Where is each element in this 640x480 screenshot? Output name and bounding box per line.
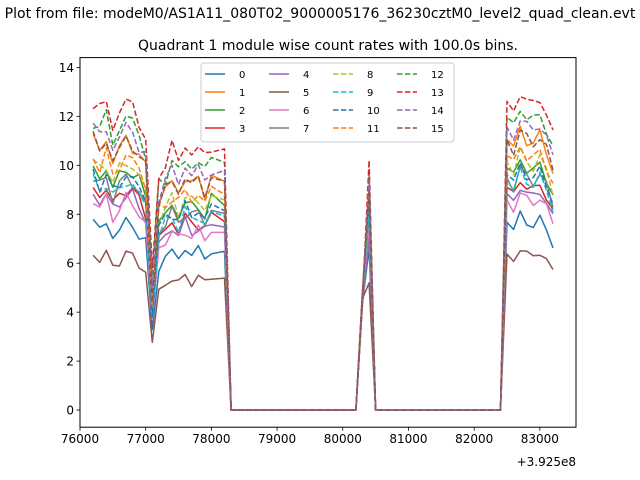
y-tick-label: 12 (59, 110, 74, 124)
series-line-11 (92, 145, 554, 411)
legend-label-2: 2 (239, 106, 245, 117)
x-tick-label: 76000 (61, 432, 99, 446)
chart-title: Quadrant 1 module wise count rates with … (138, 38, 518, 54)
legend-box (200, 62, 455, 143)
series-line-6 (92, 191, 554, 411)
legend-label-8: 8 (367, 70, 373, 81)
series-line-5 (92, 249, 554, 411)
legend-label-7: 7 (303, 124, 309, 135)
y-axis: 0 2 4 6 8 10 12 14 (59, 61, 80, 418)
legend-label-3: 3 (239, 124, 245, 135)
legend-label-12: 12 (431, 70, 444, 81)
x-tick-label: 79000 (258, 432, 296, 446)
y-tick-label: 4 (66, 306, 74, 320)
x-tick-label: 80000 (324, 432, 362, 446)
series-line-15 (92, 129, 554, 411)
y-tick-label: 2 (66, 355, 74, 369)
series-line-12 (92, 108, 554, 411)
x-axis: 76000 77000 78000 79000 80000 81000 82000 83000 (61, 427, 559, 446)
series-line-14 (92, 120, 554, 411)
x-tick-label: 77000 (127, 432, 165, 446)
legend-label-14: 14 (431, 106, 444, 117)
series-line-8 (92, 146, 554, 411)
x-tick-label: 83000 (521, 432, 559, 446)
x-tick-label: 81000 (389, 432, 427, 446)
legend-label-4: 4 (303, 70, 309, 81)
series-line-13 (92, 95, 554, 411)
series-line-0 (92, 210, 554, 411)
legend-label-0: 0 (239, 70, 245, 81)
legend-label-15: 15 (431, 124, 444, 135)
y-tick-label: 10 (59, 159, 74, 173)
x-tick-label: 82000 (455, 432, 493, 446)
y-tick-label: 6 (66, 257, 74, 271)
axes-frame (79, 57, 577, 428)
series-line-4 (92, 188, 554, 411)
legend-label-10: 10 (367, 106, 380, 117)
x-tick-label: 78000 (192, 432, 230, 446)
legend-label-13: 13 (431, 88, 444, 99)
legend-label-6: 6 (303, 106, 309, 117)
legend-label-1: 1 (239, 88, 245, 99)
legend-label-5: 5 (303, 88, 309, 99)
series-line-9 (92, 166, 554, 411)
figure-suptitle: Plot from file: modeM0/AS1A11_080T02_900… (5, 6, 636, 22)
legend-label-9: 9 (367, 88, 373, 99)
legend-label-11: 11 (367, 124, 380, 135)
y-tick-label: 8 (66, 208, 74, 222)
y-tick-label: 14 (59, 61, 74, 75)
x-offset-text: +3.925e8 (517, 455, 576, 469)
series-line-10 (92, 162, 554, 411)
series-lines (92, 95, 554, 411)
y-tick-label: 0 (66, 404, 74, 418)
